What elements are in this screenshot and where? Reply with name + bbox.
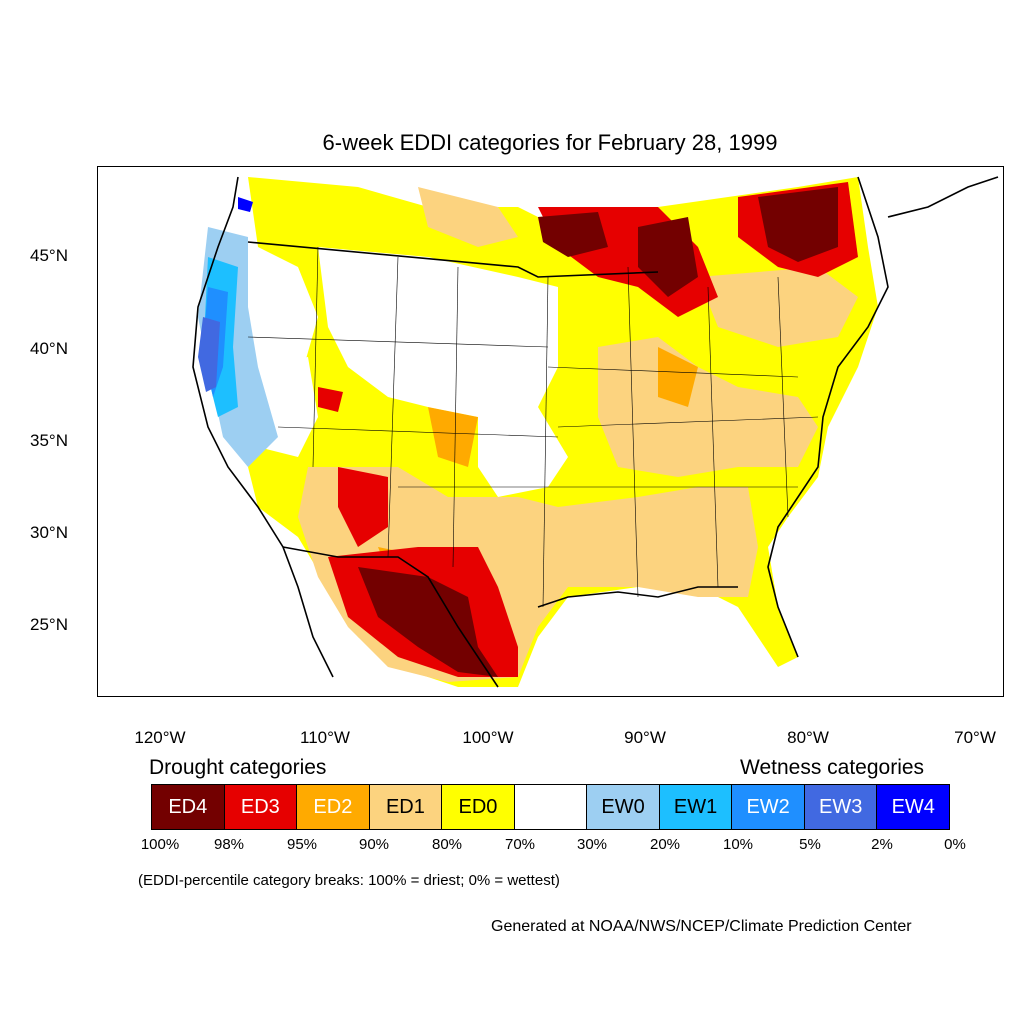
lon-label-70w: 70°W xyxy=(954,728,996,747)
pct-break-90: 90% xyxy=(358,836,390,853)
us-map-graphic xyxy=(192,176,999,688)
legend-box-ew3: EW3 xyxy=(804,785,878,829)
legend-box-ed4: ED4 xyxy=(152,785,225,829)
legend-box-ed0: ED0 xyxy=(442,785,515,829)
pct-break-5: 5% xyxy=(799,836,821,853)
pct-break-98: 98% xyxy=(213,836,245,853)
category-breaks-note: (EDDI-percentile category breaks: 100% =… xyxy=(138,872,560,889)
pct-break-100: 100% xyxy=(140,836,180,853)
credit-line: Generated at NOAA/NWS/NCEP/Climate Predi… xyxy=(491,918,912,935)
pct-break-70: 70% xyxy=(504,836,536,853)
lon-label-120w: 120°W xyxy=(134,728,186,747)
legend-box-ed1: ED1 xyxy=(369,785,443,829)
state-lines xyxy=(247,246,819,608)
pct-break-95: 95% xyxy=(286,836,318,853)
lat-label-30: 30°N xyxy=(30,523,68,542)
legend-box-ew1: EW1 xyxy=(659,785,733,829)
lat-label-45: 45°N xyxy=(30,246,68,265)
category-legend-bar: ED4 ED3 ED2 ED1 ED0 EW0 EW1 EW2 EW3 EW4 xyxy=(151,784,950,830)
pct-break-80: 80% xyxy=(431,836,463,853)
wetness-categories-heading: Wetness categories xyxy=(740,756,925,779)
pct-break-10: 10% xyxy=(722,836,754,853)
category-fill-layer xyxy=(198,177,878,687)
lon-label-80w: 80°W xyxy=(787,728,829,747)
eddi-map xyxy=(97,166,1004,697)
pct-break-30: 30% xyxy=(576,836,608,853)
pct-break-0: 0% xyxy=(944,836,966,853)
legend-box-ed3: ED3 xyxy=(224,785,298,829)
lat-label-25: 25°N xyxy=(30,615,68,634)
pct-break-2: 2% xyxy=(871,836,893,853)
pct-break-20: 20% xyxy=(649,836,681,853)
map-title: 6-week EDDI categories for February 28, … xyxy=(322,130,778,155)
legend-box-ew2: EW2 xyxy=(732,785,805,829)
lon-label-110w: 110°W xyxy=(300,728,350,747)
lat-label-40: 40°N xyxy=(30,339,68,358)
lat-label-35: 35°N xyxy=(30,431,68,450)
drought-categories-heading: Drought categories xyxy=(149,756,327,779)
legend-box-ew0: EW0 xyxy=(587,785,660,829)
lon-label-100w: 100°W xyxy=(462,728,514,747)
legend-box-ed2: ED2 xyxy=(297,785,370,829)
legend-box-normal xyxy=(514,785,588,829)
lon-label-90w: 90°W xyxy=(624,728,666,747)
legend-box-ew4: EW4 xyxy=(877,785,950,829)
